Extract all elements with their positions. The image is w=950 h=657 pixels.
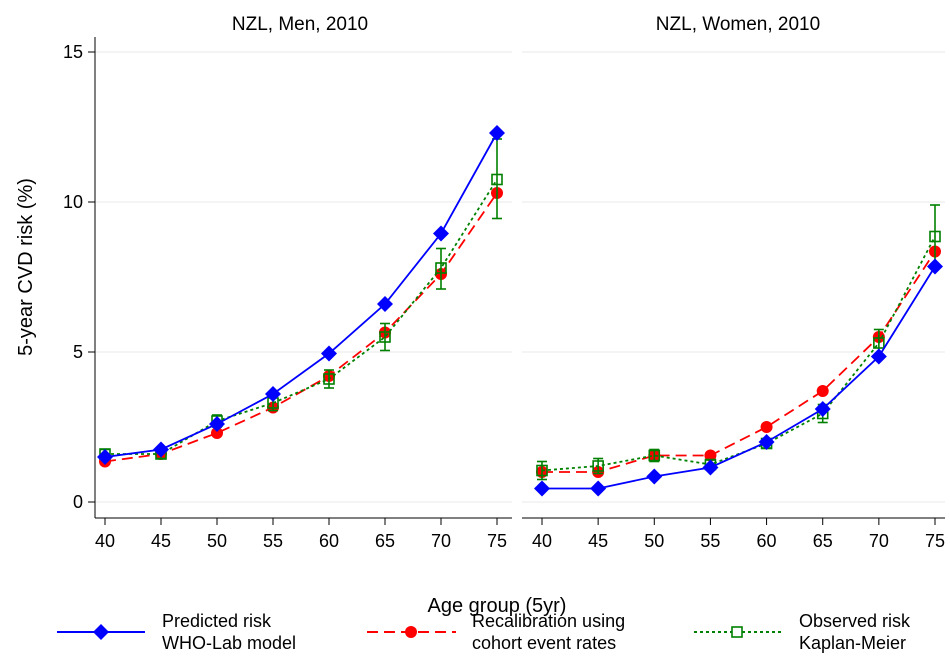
- x-tick-label-men-50: 50: [207, 531, 227, 551]
- legend-item-recalibration: Recalibration using cohort event rates: [367, 611, 625, 653]
- panel-title-women: NZL, Women, 2010: [656, 14, 820, 35]
- point-women-0-65: [814, 401, 831, 417]
- legend-label-predicted-2: WHO-Lab model: [162, 633, 296, 653]
- point-men-0-55: [265, 386, 281, 402]
- series-line-women-0: [542, 266, 936, 490]
- point-women-0-55: [702, 459, 719, 476]
- x-tick-label-women-55: 55: [700, 531, 720, 551]
- hollow-square-icon: [731, 626, 743, 638]
- y-tick-label-15: 15: [63, 42, 83, 62]
- y-tick-label-10: 10: [63, 192, 83, 212]
- legend-item-predicted: Predicted risk WHO-Lab model: [57, 611, 296, 653]
- x-tick-label-women-40: 40: [532, 531, 552, 551]
- series-line-men-2: [105, 179, 498, 455]
- x-tick-label-women-65: 65: [813, 531, 833, 551]
- point-men-0-50: [209, 416, 225, 432]
- point-women-0-40: [534, 480, 550, 497]
- x-tick-label-women-75: 75: [925, 531, 945, 551]
- series-line-men-0: [104, 132, 498, 458]
- x-tick-label-men-45: 45: [151, 531, 171, 551]
- circle-icon: [405, 626, 417, 638]
- point-men-0-70: [433, 225, 449, 242]
- x-tick-label-women-45: 45: [588, 531, 608, 551]
- point-women-2-75: [929, 230, 941, 243]
- x-tick-label-men-55: 55: [263, 531, 283, 551]
- point-men-0-40: [97, 449, 113, 465]
- y-tick-label-5: 5: [73, 342, 83, 362]
- legend-item-observed: Observed risk Kaplan-Meier: [694, 611, 911, 653]
- point-women-2-40: [536, 464, 548, 477]
- x-tick-label-women-50: 50: [644, 531, 664, 551]
- point-women-1-60: [760, 421, 773, 433]
- point-women-2-45: [592, 460, 604, 472]
- panel-women: 40 45 50 55 60 65 70 75: [522, 51, 945, 551]
- y-tick-label-0: 0: [73, 492, 83, 512]
- series-line-women-1: [542, 251, 936, 473]
- point-men-0-65: [377, 296, 393, 312]
- diamond-icon: [93, 624, 109, 640]
- point-men-2-60: [323, 373, 335, 385]
- panel-men: 0 5 10 15 40 45 50 55 60 65 70 75: [63, 37, 512, 551]
- point-men-0-60: [321, 345, 337, 362]
- point-men-2-70: [435, 262, 447, 274]
- x-axis-title: Age group (5yr): [428, 595, 567, 617]
- legend: Predicted risk WHO-Lab model Recalibrati…: [57, 611, 911, 653]
- point-women-0-60: [758, 434, 775, 450]
- x-tick-label-men-70: 70: [431, 531, 451, 551]
- point-men-0-45: [153, 441, 169, 458]
- point-men-1-50: [211, 427, 223, 439]
- point-women-1-55: [704, 449, 717, 462]
- legend-label-observed-1: Observed risk: [799, 611, 911, 631]
- series-line-men-1: [104, 192, 498, 463]
- x-tick-label-men-40: 40: [95, 531, 115, 551]
- point-men-2-75: [491, 173, 503, 186]
- point-women-0-50: [646, 468, 663, 485]
- point-women-2-50: [648, 449, 661, 462]
- legend-label-recal-1: Recalibration using: [472, 611, 625, 631]
- point-women-0-70: [870, 348, 887, 365]
- panel-title-men: NZL, Men, 2010: [232, 14, 368, 35]
- point-men-0-75: [489, 125, 505, 141]
- y-axis-title: 5-year CVD risk (%): [15, 178, 37, 356]
- legend-label-predicted-1: Predicted risk: [162, 611, 272, 631]
- x-tick-label-women-70: 70: [869, 531, 889, 551]
- x-tick-label-men-75: 75: [487, 531, 507, 551]
- point-women-0-75: [927, 258, 943, 275]
- x-tick-label-men-65: 65: [375, 531, 395, 551]
- x-tick-label-men-60: 60: [319, 531, 339, 551]
- legend-label-observed-2: Kaplan-Meier: [799, 633, 906, 653]
- point-men-2-65: [379, 331, 391, 343]
- plot-panels: 0 5 10 15 40 45 50 55 60 65 70 75 40 45 50 55 60 65 70 75: [63, 37, 945, 551]
- x-tick-label-women-60: 60: [757, 531, 777, 551]
- legend-label-recal-2: cohort event rates: [472, 633, 616, 653]
- point-women-0-45: [590, 480, 607, 497]
- point-women-2-70: [873, 337, 885, 349]
- point-women-1-65: [816, 385, 829, 397]
